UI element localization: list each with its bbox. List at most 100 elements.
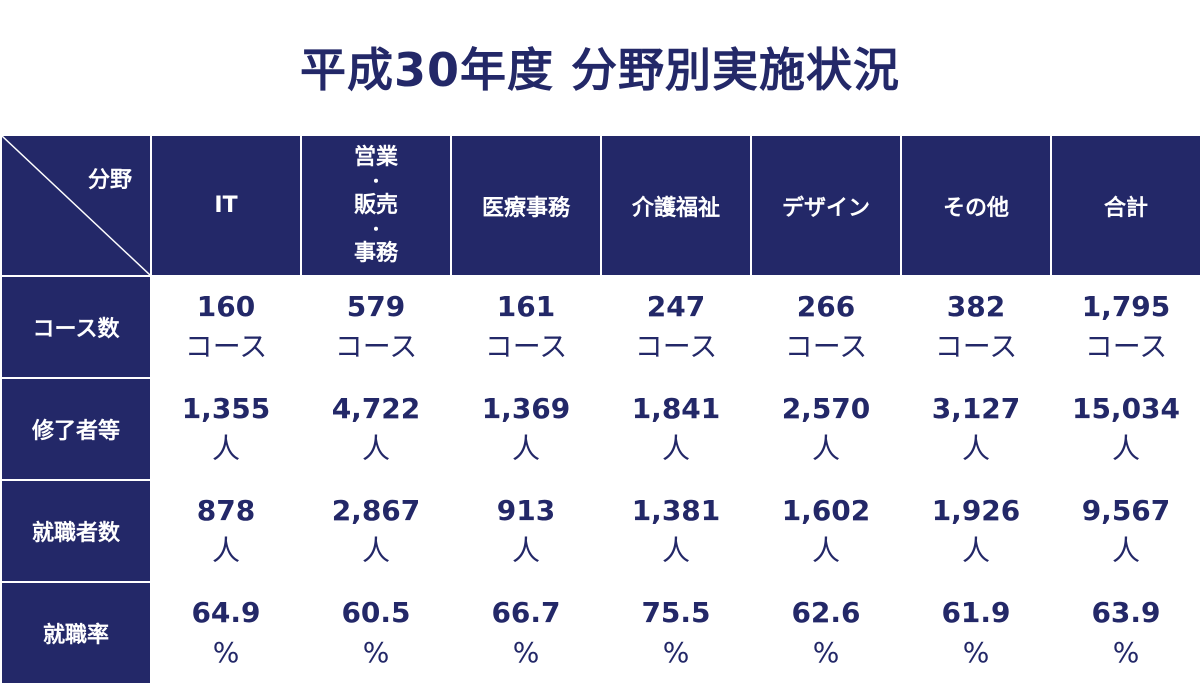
cell-completers-other: 3,127 人: [900, 377, 1052, 481]
cell-courses-it: 160 コース: [150, 275, 302, 379]
cell-unit: 人: [811, 432, 840, 465]
cell-value: 4,722: [331, 392, 421, 425]
cell-courses-medical: 161 コース: [450, 275, 602, 379]
cell-unit: %: [362, 636, 390, 669]
cell-value: 9,567: [1081, 494, 1171, 527]
cell-value: 266: [796, 290, 856, 323]
cell-value: 2,570: [781, 392, 871, 425]
col-header-sales: 営業 ・ 販売 ・ 事務: [300, 134, 452, 277]
col-header-sales-line1: 営業: [353, 144, 398, 170]
cell-unit: コース: [334, 330, 418, 363]
row-label-courses: コース数: [0, 275, 152, 379]
corner-label: 分野: [87, 168, 132, 193]
cell-unit: 人: [1111, 534, 1140, 567]
cell-value: 1,926: [931, 494, 1021, 527]
cell-rate-it: 64.9%: [150, 581, 302, 685]
cell-value: 75.5: [641, 596, 711, 629]
cell-unit: 人: [211, 432, 240, 465]
data-table: 分野 IT 営業 ・ 販売 ・ 事務 医療事務 介護福祉 デザイン その他 合計: [0, 134, 1200, 685]
cell-courses-design: 266 コース: [750, 275, 902, 379]
cell-employed-other: 1,926 人: [900, 479, 1052, 583]
row-courses: コース数 160 コース 579 コース 161 コース 247 コース 266 コース …: [0, 275, 1200, 379]
col-header-sales-line3: 事務: [353, 240, 398, 266]
page-title: 平成30年度 分野別実施状況: [299, 43, 901, 97]
cell-rate-sales: 60.5%: [300, 581, 452, 685]
cell-courses-sales: 579 コース: [300, 275, 452, 379]
cell-value: 60.5: [341, 596, 411, 629]
cell-employed-total: 9,567 人: [1050, 479, 1200, 583]
col-header-other: その他: [900, 134, 1052, 277]
col-header-sales-sep2: ・: [367, 219, 384, 239]
cell-courses-care: 247 コース: [600, 275, 752, 379]
col-header-care: 介護福祉: [600, 134, 752, 277]
header-row: 分野 IT 営業 ・ 販売 ・ 事務 医療事務 介護福祉 デザイン その他 合計: [0, 134, 1200, 277]
cell-unit: 人: [661, 432, 690, 465]
cell-unit: %: [212, 636, 240, 669]
cell-unit: 人: [961, 432, 990, 465]
cell-unit: %: [662, 636, 690, 669]
cell-value: 160: [196, 290, 256, 323]
cell-rate-medical: 66.7%: [450, 581, 602, 685]
row-completers: 修了者等 1,355 人 4,722 人 1,369 人 1,841 人 2,570 人 …: [0, 377, 1200, 481]
cell-value: 1,602: [781, 494, 871, 527]
cell-rate-care: 75.5%: [600, 581, 752, 685]
row-rate: 就職率 64.9% 60.5% 66.7% 75.5% 62.6% 61.9% …: [0, 581, 1200, 685]
cell-employed-it: 878 人: [150, 479, 302, 583]
cell-completers-medical: 1,369 人: [450, 377, 602, 481]
cell-unit: 人: [511, 432, 540, 465]
col-header-sales-sep1: ・: [367, 171, 384, 191]
cell-courses-other: 382 コース: [900, 275, 1052, 379]
row-label-rate: 就職率: [0, 581, 152, 685]
cell-rate-design: 62.6%: [750, 581, 902, 685]
cell-unit: 人: [211, 534, 240, 567]
cell-unit: 人: [1111, 432, 1140, 465]
cell-value: 1,381: [631, 494, 721, 527]
cell-employed-design: 1,602 人: [750, 479, 902, 583]
cell-value: 1,795: [1081, 290, 1171, 323]
row-label-completers: 修了者等: [0, 377, 152, 481]
cell-value: 913: [496, 494, 556, 527]
cell-unit: 人: [361, 534, 390, 567]
col-header-design: デザイン: [750, 134, 902, 277]
col-header-medical: 医療事務: [450, 134, 602, 277]
cell-unit: %: [512, 636, 540, 669]
cell-value: 247: [646, 290, 706, 323]
cell-unit: コース: [784, 330, 868, 363]
cell-value: 63.9: [1091, 596, 1161, 629]
cell-unit: 人: [811, 534, 840, 567]
col-header-sales-line2: 販売: [353, 192, 398, 218]
cell-value: 579: [346, 290, 406, 323]
cell-value: 61.9: [941, 596, 1011, 629]
cell-value: 382: [946, 290, 1006, 323]
cell-completers-sales: 4,722 人: [300, 377, 452, 481]
row-employed: 就職者数 878 人 2,867 人 913 人 1,381 人 1,602 人 1,92…: [0, 479, 1200, 583]
cell-employed-sales: 2,867 人: [300, 479, 452, 583]
cell-unit: コース: [184, 330, 268, 363]
cell-completers-total: 15,034 人: [1050, 377, 1200, 481]
cell-employed-care: 1,381 人: [600, 479, 752, 583]
cell-value: 64.9: [191, 596, 261, 629]
cell-value: 62.6: [791, 596, 861, 629]
cell-completers-design: 2,570 人: [750, 377, 902, 481]
cell-unit: コース: [1084, 330, 1168, 363]
col-header-total: 合計: [1050, 134, 1200, 277]
cell-rate-total: 63.9%: [1050, 581, 1200, 685]
cell-courses-total: 1,795 コース: [1050, 275, 1200, 379]
cell-unit: 人: [511, 534, 540, 567]
row-label-employed: 就職者数: [0, 479, 152, 583]
cell-completers-it: 1,355 人: [150, 377, 302, 481]
cell-unit: 人: [661, 534, 690, 567]
col-header-it: IT: [150, 134, 302, 277]
cell-rate-other: 61.9%: [900, 581, 1052, 685]
cell-unit: %: [1112, 636, 1140, 669]
cell-unit: コース: [934, 330, 1018, 363]
cell-unit: %: [812, 636, 840, 669]
diagonal-line: [2, 136, 150, 275]
cell-value: 3,127: [931, 392, 1021, 425]
cell-employed-medical: 913 人: [450, 479, 602, 583]
corner-cell: 分野: [0, 134, 152, 277]
cell-unit: コース: [634, 330, 718, 363]
cell-unit: 人: [361, 432, 390, 465]
cell-value: 1,841: [631, 392, 721, 425]
